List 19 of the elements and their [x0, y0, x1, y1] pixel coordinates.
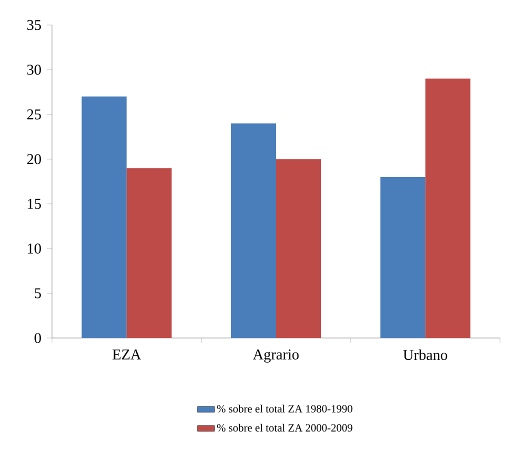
- y-tick-label: 25: [27, 109, 41, 120]
- bar: [126, 168, 172, 338]
- legend-label: % sobre el total ZA 2000-2009: [217, 424, 352, 432]
- x-tick-label: Agrario: [252, 349, 299, 363]
- x-tick-label: Urbano: [403, 350, 448, 360]
- x-tick-label: EZA: [112, 349, 142, 360]
- legend-label: % sobre el total ZA 1980-1990: [217, 404, 352, 413]
- bar: [82, 96, 127, 338]
- bar: [276, 159, 322, 338]
- y-tick-label: 10: [28, 244, 41, 254]
- y-tick-label: 30: [27, 64, 41, 75]
- y-tick-label: 0: [34, 332, 41, 344]
- y-tick-label: 5: [34, 288, 41, 298]
- y-tick-label: 20: [27, 154, 41, 164]
- bar: [380, 177, 426, 338]
- y-tick-label: 15: [28, 198, 41, 209]
- y-tick-label: 35: [27, 20, 41, 30]
- bar: [425, 78, 470, 338]
- bar: [231, 123, 276, 338]
